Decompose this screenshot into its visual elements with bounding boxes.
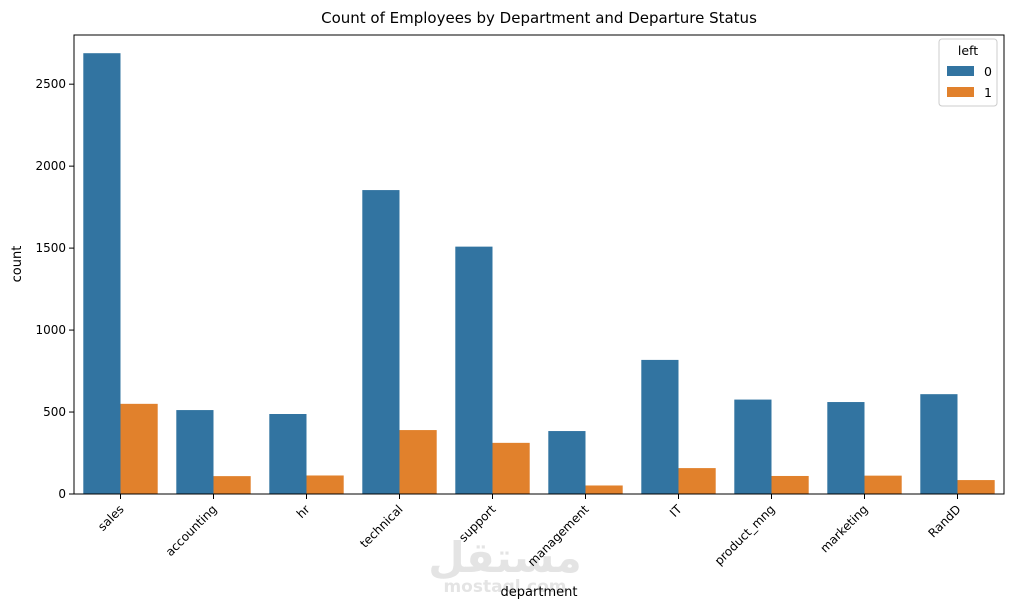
- legend-title: left: [958, 43, 978, 58]
- x-tick-label-marketing: marketing: [817, 502, 870, 555]
- x-tick-label-accounting: accounting: [163, 502, 220, 559]
- chart-title: Count of Employees by Department and Dep…: [321, 9, 757, 27]
- legend-swatch-1: [947, 87, 974, 97]
- y-tick-label: 2000: [35, 159, 66, 173]
- x-tick-label-RandD: RandD: [926, 502, 964, 540]
- y-tick-label: 1500: [35, 241, 66, 255]
- legend-label-1: 1: [984, 85, 992, 100]
- x-tick-label-product_mng: product_mng: [712, 502, 778, 568]
- y-tick-label: 2500: [35, 77, 66, 91]
- bar-technical-left-1: [399, 430, 437, 494]
- x-axis-label: department: [501, 585, 578, 600]
- bar-hr-left-1: [306, 475, 344, 494]
- bar-support-left-0: [455, 246, 493, 494]
- bar-support-left-1: [492, 442, 530, 494]
- bar-accounting-left-1: [213, 476, 251, 494]
- y-tick-label: 0: [58, 487, 66, 501]
- bar-hr-left-0: [269, 414, 307, 494]
- x-tick-label-technical: technical: [357, 502, 405, 550]
- bar-marketing-left-1: [864, 475, 902, 494]
- x-tick-label-IT: IT: [667, 502, 685, 520]
- bar-RandD-left-0: [920, 394, 958, 494]
- bars: [83, 53, 995, 494]
- watermark-arabic: مستقل: [428, 533, 582, 582]
- plot-frame: [73, 34, 1005, 495]
- bar-product_mng-left-0: [734, 399, 772, 494]
- bar-IT-left-1: [678, 468, 716, 494]
- y-tick-label: 1000: [35, 323, 66, 337]
- watermark-latin: mostaql.com: [443, 577, 566, 597]
- bar-IT-left-0: [641, 359, 679, 494]
- y-axis-label: count: [10, 246, 25, 283]
- bar-sales-left-1: [120, 403, 158, 494]
- bar-product_mng-left-1: [771, 475, 809, 494]
- bar-management-left-0: [548, 431, 586, 494]
- bar-management-left-1: [585, 485, 623, 494]
- x-axis: sales accounting hr technical support managem…: [95, 494, 964, 569]
- legend-swatch-0: [947, 66, 974, 76]
- legend: left 0 1: [938, 38, 998, 107]
- x-tick-label-hr: hr: [294, 502, 313, 521]
- bar-accounting-left-0: [176, 410, 214, 494]
- bar-RandD-left-1: [957, 480, 995, 494]
- legend-label-0: 0: [984, 64, 992, 79]
- y-tick-label: 500: [43, 405, 66, 419]
- bar-sales-left-0: [83, 53, 121, 494]
- x-tick-label-sales: sales: [95, 502, 127, 534]
- y-axis: 0 500 1000 1500 2000 2500: [35, 77, 74, 501]
- bar-marketing-left-0: [827, 402, 865, 494]
- watermark: مستقل mostaql.com: [428, 533, 582, 597]
- bar-technical-left-0: [362, 190, 400, 494]
